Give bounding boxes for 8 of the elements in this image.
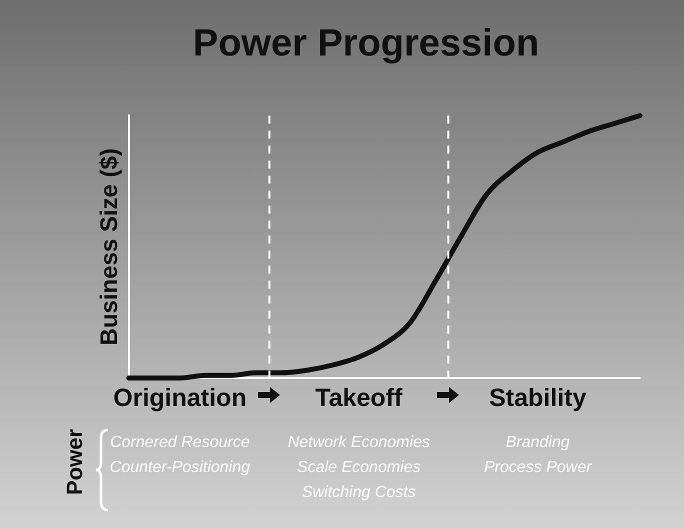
chart-title: Power Progression [192,22,540,64]
y-axis-title: Business Size ($) [96,148,124,346]
text: Power [62,428,88,496]
text: Cornered Resource Counter-Positioning [110,433,250,478]
x-tick-label: Origination [113,384,247,412]
text: Branding Process Power [484,433,592,478]
x-tick-label: Takeoff [315,384,404,412]
x-tick-label: Stability [489,384,586,412]
